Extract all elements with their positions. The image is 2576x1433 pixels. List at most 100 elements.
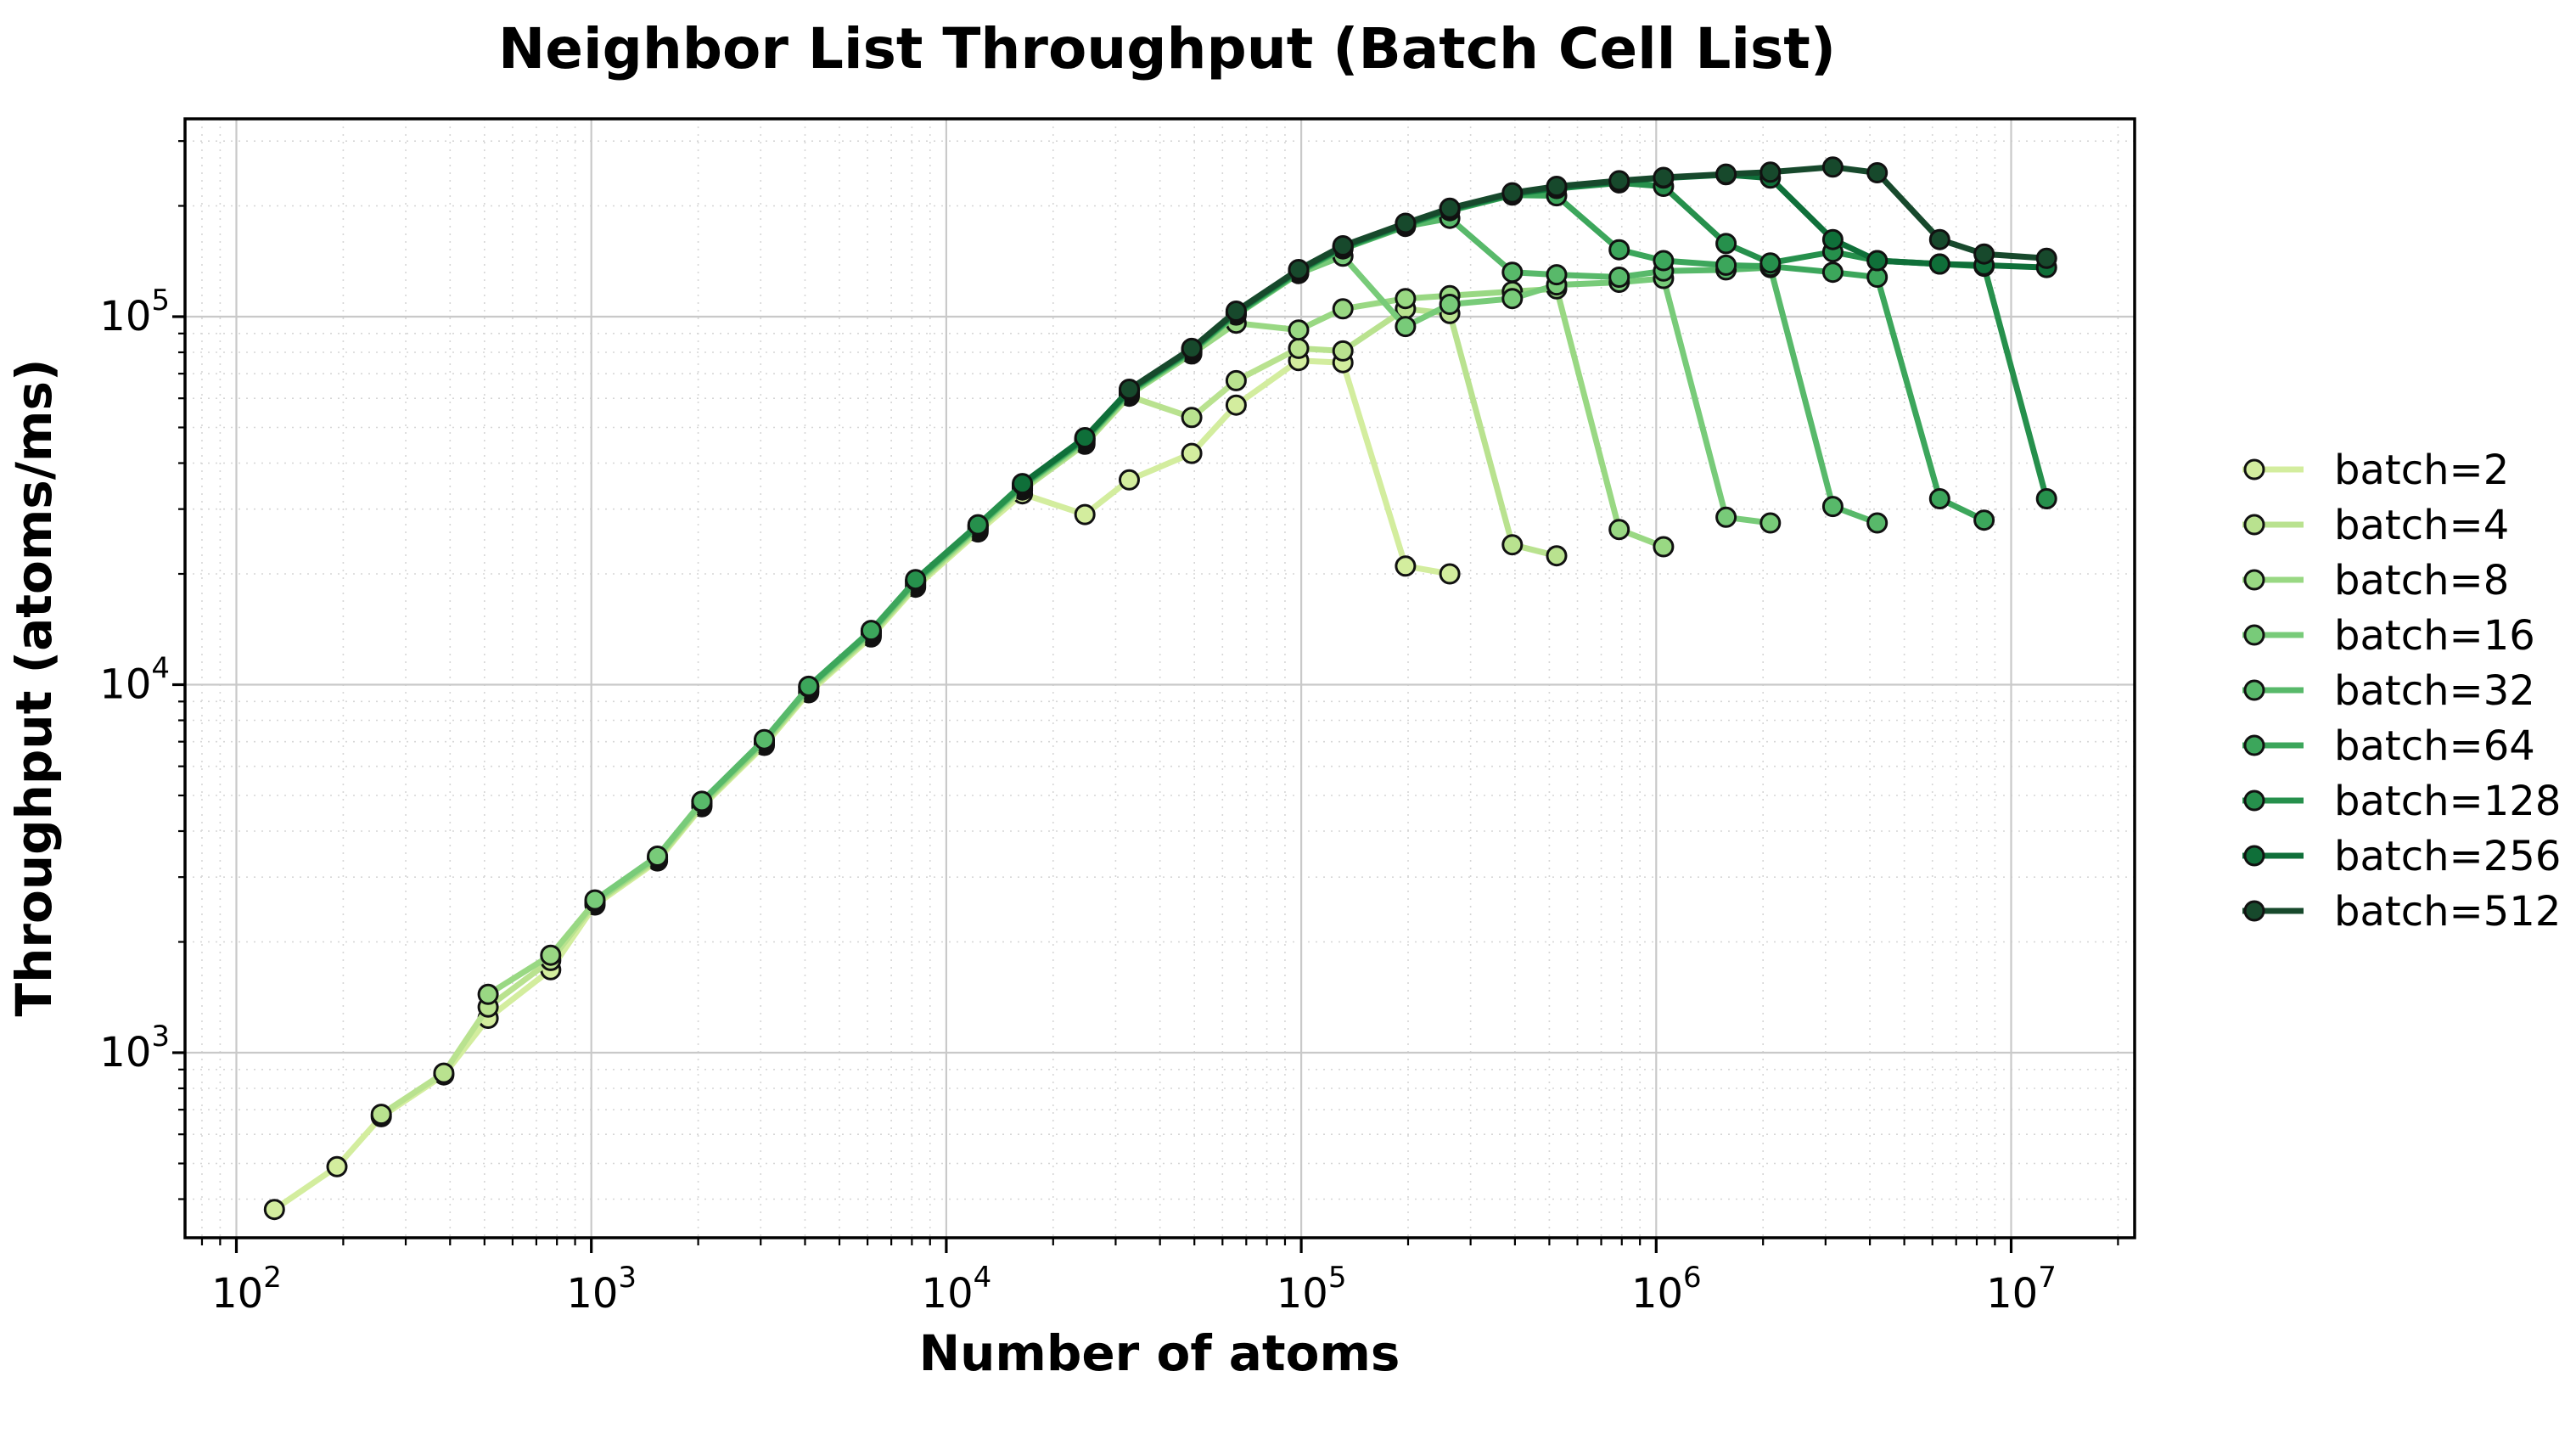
chart-title: Neighbor List Throughput (Batch Cell Lis… <box>498 16 1836 81</box>
legend-label: batch=128 <box>2334 778 2561 825</box>
data-point <box>1928 253 1950 275</box>
y-tick-label-10^5: 105 <box>99 284 170 340</box>
data-point <box>647 846 669 867</box>
data-point <box>1332 235 1354 256</box>
series-markers-batch=32 <box>691 207 1889 812</box>
data-point <box>1821 261 1844 284</box>
series-line-batch=32 <box>699 215 1881 805</box>
y-tick-label-10^3: 103 <box>99 1020 170 1076</box>
x-tick-label-10^3: 103 <box>566 1261 637 1318</box>
legend-item-batch=512: batch=512 <box>2242 888 2561 936</box>
legend-item-batch=2: batch=2 <box>2242 447 2509 494</box>
data-point <box>584 889 606 911</box>
data-point <box>1181 407 1203 429</box>
x-tick-label-10^2: 102 <box>211 1261 282 1318</box>
data-point <box>1608 170 1630 192</box>
data-point <box>1439 294 1461 315</box>
series-markers-batch=4 <box>370 298 1568 1126</box>
data-point <box>540 944 562 966</box>
data-point <box>263 1199 285 1221</box>
data-point <box>1501 288 1524 310</box>
data-point <box>1759 252 1782 274</box>
data-point <box>1074 427 1096 448</box>
data-point <box>691 790 713 812</box>
legend-label: batch=16 <box>2334 612 2535 660</box>
data-point <box>1012 473 1034 495</box>
x-tick-label-10^4: 104 <box>922 1261 992 1318</box>
data-point <box>754 728 775 750</box>
data-point <box>1928 488 1950 509</box>
data-point <box>1288 259 1310 280</box>
data-point <box>1715 506 1737 528</box>
legend-item-batch=64: batch=64 <box>2242 722 2535 770</box>
data-point <box>1653 536 1675 558</box>
data-point <box>1973 509 1995 531</box>
legend-marker <box>2243 569 2265 591</box>
data-point <box>1395 555 1417 577</box>
x-tick-label-10^5: 105 <box>1277 1261 1347 1318</box>
legend-label: batch=256 <box>2334 833 2561 880</box>
legend-label: batch=512 <box>2334 888 2561 936</box>
data-point <box>1973 243 1995 265</box>
data-point <box>860 620 882 642</box>
data-point <box>1501 261 1524 284</box>
data-point <box>905 569 927 591</box>
legend-layer: batch=2 batch=4 batch=8 batch=16 batch=32 bat… <box>2242 447 2561 936</box>
data-point <box>1546 176 1568 197</box>
data-point <box>967 514 989 536</box>
legend-item-batch=16: batch=16 <box>2242 612 2535 660</box>
legend-marker <box>2243 458 2265 480</box>
data-point <box>1715 163 1737 185</box>
series-line-batch=512 <box>1126 164 2050 392</box>
data-point <box>1395 212 1417 234</box>
series-markers-batch=512 <box>1119 156 2057 400</box>
data-point <box>1928 228 1950 250</box>
series-markers-batch=2 <box>263 350 1461 1221</box>
data-point <box>1074 503 1096 525</box>
series-markers-batch=8 <box>477 278 1675 1005</box>
legend-item-batch=4: batch=4 <box>2242 502 2509 549</box>
data-point <box>477 983 499 1005</box>
data-point <box>1225 394 1247 416</box>
grid-layer <box>185 119 2135 1238</box>
legend-marker <box>2243 900 2265 922</box>
data-point <box>1866 512 1889 534</box>
legend-marker <box>2243 734 2265 756</box>
legend-label: batch=2 <box>2334 447 2509 494</box>
legend-marker <box>2243 624 2265 646</box>
x-axis-label: Number of atoms <box>919 1324 1400 1382</box>
data-point <box>1288 337 1310 359</box>
series-line-batch=4 <box>378 306 1560 1118</box>
data-point <box>1119 379 1140 400</box>
series-line-batch=8 <box>485 285 1667 997</box>
x-tick-label-10^6: 106 <box>1631 1261 1702 1318</box>
data-point <box>2035 488 2057 509</box>
data-point <box>1181 442 1203 464</box>
series-line-batch=64 <box>805 192 1988 689</box>
data-point <box>433 1062 455 1084</box>
legend-marker <box>2243 845 2265 867</box>
data-point <box>1119 469 1140 491</box>
data-point <box>1608 239 1630 261</box>
data-point <box>1866 250 1889 272</box>
data-point <box>1715 233 1737 255</box>
data-point <box>1866 162 1889 183</box>
legend-label: batch=4 <box>2334 502 2509 549</box>
data-point <box>1653 250 1675 272</box>
data-point <box>1395 288 1417 310</box>
legend-label: batch=32 <box>2334 667 2535 715</box>
data-point <box>1653 166 1675 188</box>
data-point <box>1225 301 1247 322</box>
axes-layer: 102 103 104 105 106 107 103 104 105 <box>99 117 2136 1318</box>
data-point <box>1288 319 1310 341</box>
data-point <box>798 675 820 697</box>
legend-marker <box>2243 514 2265 536</box>
data-point <box>1501 182 1524 204</box>
legend-item-batch=32: batch=32 <box>2242 667 2535 715</box>
data-point <box>1821 228 1844 250</box>
legend-item-batch=128: batch=128 <box>2242 778 2561 825</box>
data-point <box>1332 298 1354 320</box>
legend-item-batch=8: batch=8 <box>2242 557 2509 604</box>
legend-item-batch=256: batch=256 <box>2242 833 2561 880</box>
